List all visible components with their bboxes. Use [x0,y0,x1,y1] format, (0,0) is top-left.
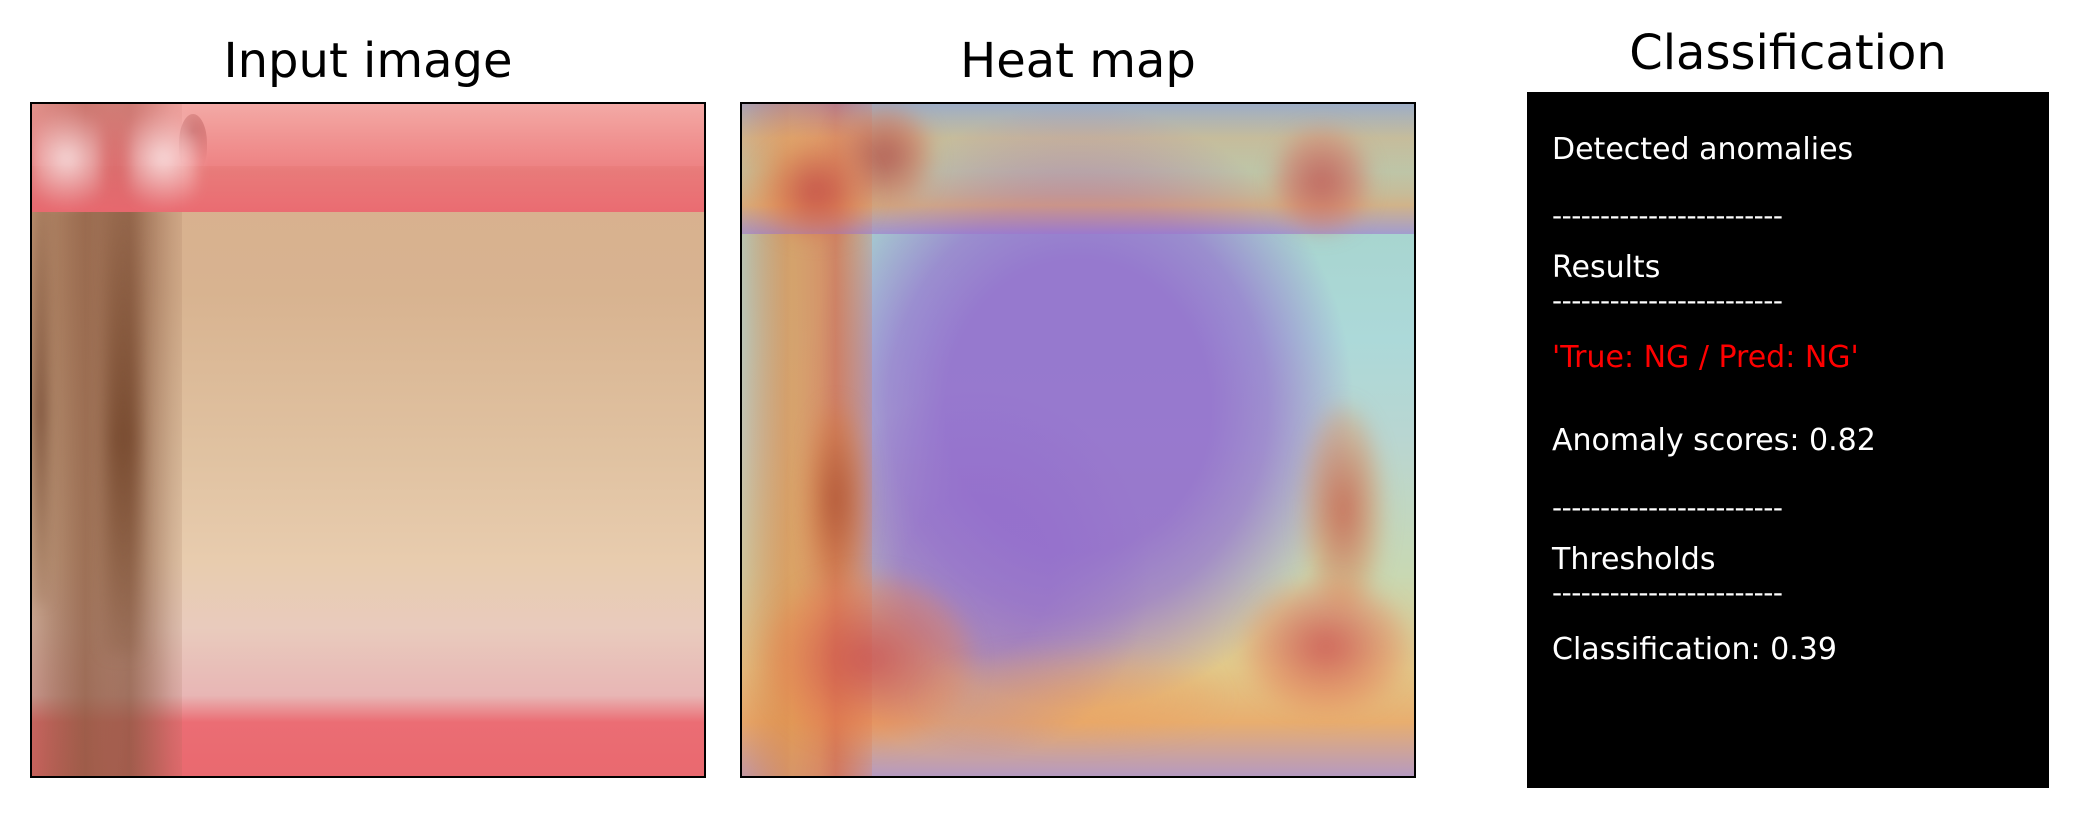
results-heading: Results [1552,250,1661,285]
anomaly-score: Anomaly scores: 0.82 [1552,423,1876,458]
heat-map-hot-spot-bottom-right [1242,579,1410,714]
heat-map-hot-spot-bottom-left [764,574,974,744]
classification-panel-title: Classification [1629,25,1947,81]
heat-map-image [740,102,1416,778]
input-image-right-highlight [32,104,102,214]
heat-map-hot-spot-top-left [760,144,872,239]
separator-line: ------------------------ [1552,199,1783,232]
thresholds-heading: Thresholds [1552,542,1716,577]
classification-panel: Detected anomalies ---------------------… [1527,92,2049,788]
detected-anomalies-heading: Detected anomalies [1552,132,1854,167]
separator-line: ------------------------ [1552,576,1783,609]
separator-line: ------------------------ [1552,284,1783,317]
input-image [30,102,706,778]
heat-map-panel-title: Heat map [960,33,1196,89]
separator-line: ------------------------ [1552,491,1783,524]
heat-map-hot-spot-bottom-center [922,649,1222,744]
heat-map-hot-spot-left-middle [806,404,866,594]
input-image-right-streak [32,174,48,604]
input-image-left-streak [106,174,140,654]
classification-threshold: Classification: 0.39 [1552,632,1837,667]
input-image-left-highlight [128,104,198,214]
classification-result: 'True: NG / Pred: NG' [1552,340,1859,375]
input-panel-title: Input image [223,33,513,89]
heat-map-hot-spot-top-right [1274,126,1369,236]
